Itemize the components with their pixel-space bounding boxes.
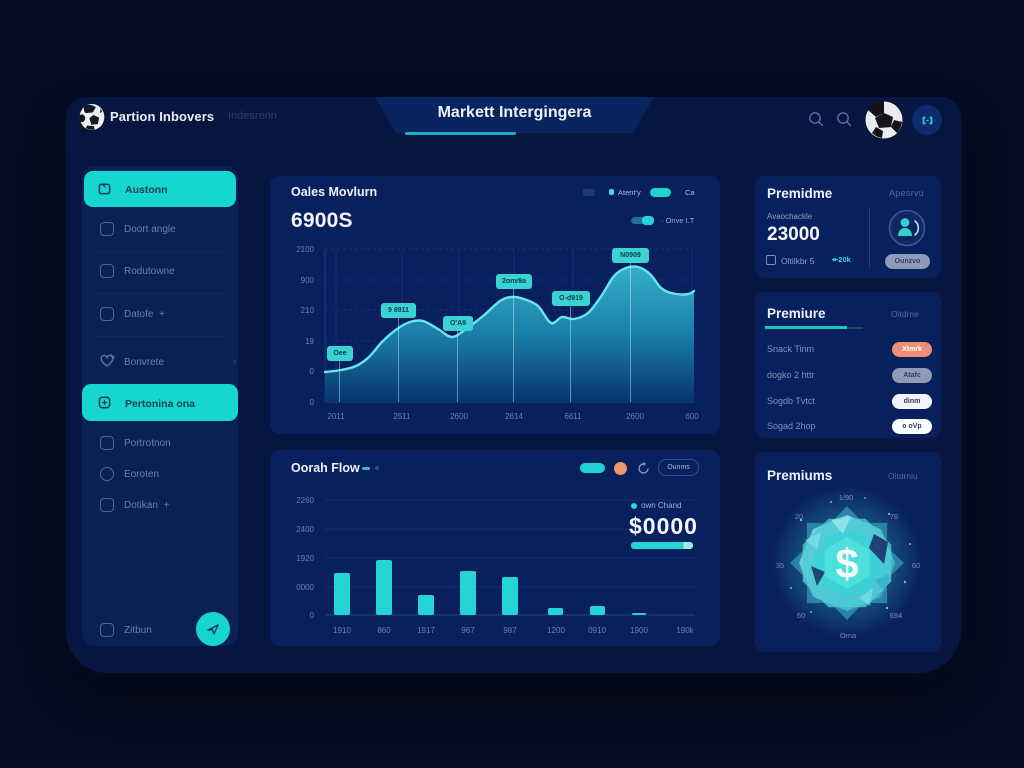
svg-text:20: 20 [795, 512, 803, 521]
svg-text:1910: 1910 [333, 626, 351, 635]
svg-text:$: $ [835, 540, 858, 587]
svg-text:1917: 1917 [417, 626, 435, 635]
svg-text:Oma: Oma [840, 631, 857, 640]
svg-text:900: 900 [301, 276, 315, 285]
svg-text:860: 860 [377, 626, 391, 635]
svg-text:967: 967 [461, 626, 475, 635]
svg-text:2100: 2100 [296, 245, 314, 254]
svg-text:694: 694 [890, 611, 903, 620]
svg-text:60: 60 [912, 561, 920, 570]
svg-text:2260: 2260 [296, 496, 314, 505]
svg-text:0: 0 [310, 367, 315, 376]
svg-text:600: 600 [685, 412, 699, 421]
svg-text:0000: 0000 [296, 583, 314, 592]
svg-text:0: 0 [310, 398, 315, 407]
svg-text:0910: 0910 [588, 626, 606, 635]
svg-text:2400: 2400 [296, 525, 314, 534]
svg-text:190k: 190k [676, 626, 694, 635]
svg-text:6611: 6611 [564, 412, 582, 421]
svg-text:2614: 2614 [505, 412, 523, 421]
svg-text:35: 35 [776, 561, 784, 570]
svg-text:987: 987 [503, 626, 517, 635]
svg-text:76: 76 [890, 512, 898, 521]
svg-text:19: 19 [305, 337, 314, 346]
svg-text:0: 0 [310, 611, 315, 620]
svg-text:2600: 2600 [626, 412, 644, 421]
svg-text:1200: 1200 [547, 626, 565, 635]
svg-text:2511: 2511 [393, 412, 411, 421]
svg-text:210: 210 [301, 306, 315, 315]
svg-text:60: 60 [797, 611, 805, 620]
svg-text:2600: 2600 [450, 412, 468, 421]
svg-text:2011: 2011 [327, 412, 345, 421]
svg-text:1900: 1900 [630, 626, 648, 635]
svg-text:1920: 1920 [296, 554, 314, 563]
svg-text:1/90: 1/90 [839, 493, 854, 502]
